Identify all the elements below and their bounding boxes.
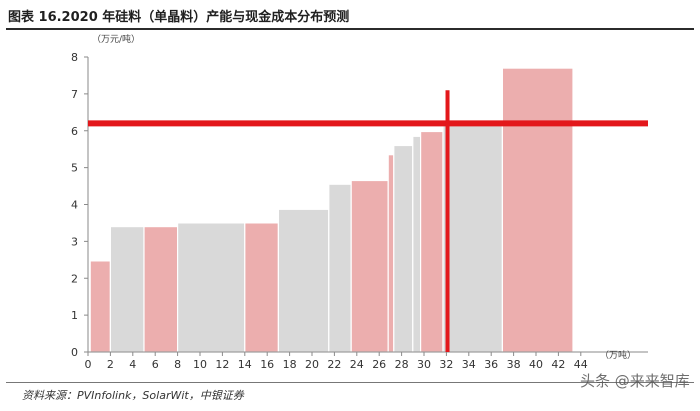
y-tick-label: 6 bbox=[71, 125, 78, 138]
x-tick-label: 6 bbox=[152, 358, 159, 371]
y-tick-label: 3 bbox=[71, 235, 78, 248]
x-axis-label: （万吨） bbox=[600, 349, 636, 361]
bar-segment-3 bbox=[143, 226, 179, 353]
y-tick-label: 8 bbox=[71, 51, 78, 64]
x-tick-label: 38 bbox=[507, 358, 521, 371]
x-tick-label: 32 bbox=[439, 358, 453, 371]
bar-segment-8 bbox=[350, 179, 389, 353]
x-tick-label: 0 bbox=[85, 358, 92, 371]
bar-segment-4 bbox=[177, 222, 246, 353]
y-tick-label: 1 bbox=[71, 309, 78, 322]
y-tick-label: 0 bbox=[71, 346, 78, 359]
x-tick-label: 40 bbox=[529, 358, 543, 371]
bar-segment-12 bbox=[420, 130, 444, 353]
x-tick-label: 2 bbox=[107, 358, 114, 371]
bar-segment-9 bbox=[387, 154, 395, 353]
chart-title: 图表 16.2020 年硅料（单晶料）产能与现金成本分布预测 bbox=[8, 10, 350, 25]
x-tick-label: 14 bbox=[238, 358, 252, 371]
bar-segment-14 bbox=[501, 67, 574, 353]
x-tick-label: 36 bbox=[484, 358, 498, 371]
bar-segment-1 bbox=[89, 260, 111, 353]
x-tick-label: 42 bbox=[551, 358, 565, 371]
x-tick-label: 30 bbox=[417, 358, 431, 371]
reference-lines bbox=[88, 90, 648, 352]
y-tick-label: 7 bbox=[71, 88, 78, 101]
x-tick-label: 18 bbox=[283, 358, 297, 371]
x-tick-label: 22 bbox=[327, 358, 341, 371]
x-tick-label: 20 bbox=[305, 358, 319, 371]
x-tick-label: 24 bbox=[350, 358, 364, 371]
bar-segment-7 bbox=[328, 183, 352, 353]
y-tick-label: 5 bbox=[71, 162, 78, 175]
x-tick-label: 16 bbox=[260, 358, 274, 371]
bar-segment-2 bbox=[109, 226, 145, 353]
bar-segment-5 bbox=[244, 222, 280, 353]
x-tick-label: 44 bbox=[574, 358, 588, 371]
y-tick-label: 2 bbox=[71, 272, 78, 285]
bars-layer bbox=[89, 67, 574, 353]
x-tick-label: 12 bbox=[215, 358, 229, 371]
x-tick-label: 8 bbox=[174, 358, 181, 371]
watermark: 头条 @来来智库 bbox=[580, 372, 690, 390]
bar-segment-11 bbox=[412, 135, 422, 353]
bar-segment-13 bbox=[442, 122, 504, 353]
title-divider bbox=[6, 28, 694, 30]
y-tick-label: 4 bbox=[71, 199, 78, 212]
x-tick-label: 34 bbox=[462, 358, 476, 371]
bar-segment-10 bbox=[393, 144, 414, 353]
y-axis-label: （万元/吨） bbox=[92, 33, 140, 45]
bar-segment-6 bbox=[277, 208, 330, 353]
x-tick-label: 4 bbox=[129, 358, 136, 371]
source-note: 资料来源：PVInfolink，SolarWit，中银证券 bbox=[22, 389, 244, 402]
x-tick-label: 26 bbox=[372, 358, 386, 371]
x-tick-label: 28 bbox=[395, 358, 409, 371]
x-tick-label: 10 bbox=[193, 358, 207, 371]
footer-divider bbox=[6, 382, 694, 383]
